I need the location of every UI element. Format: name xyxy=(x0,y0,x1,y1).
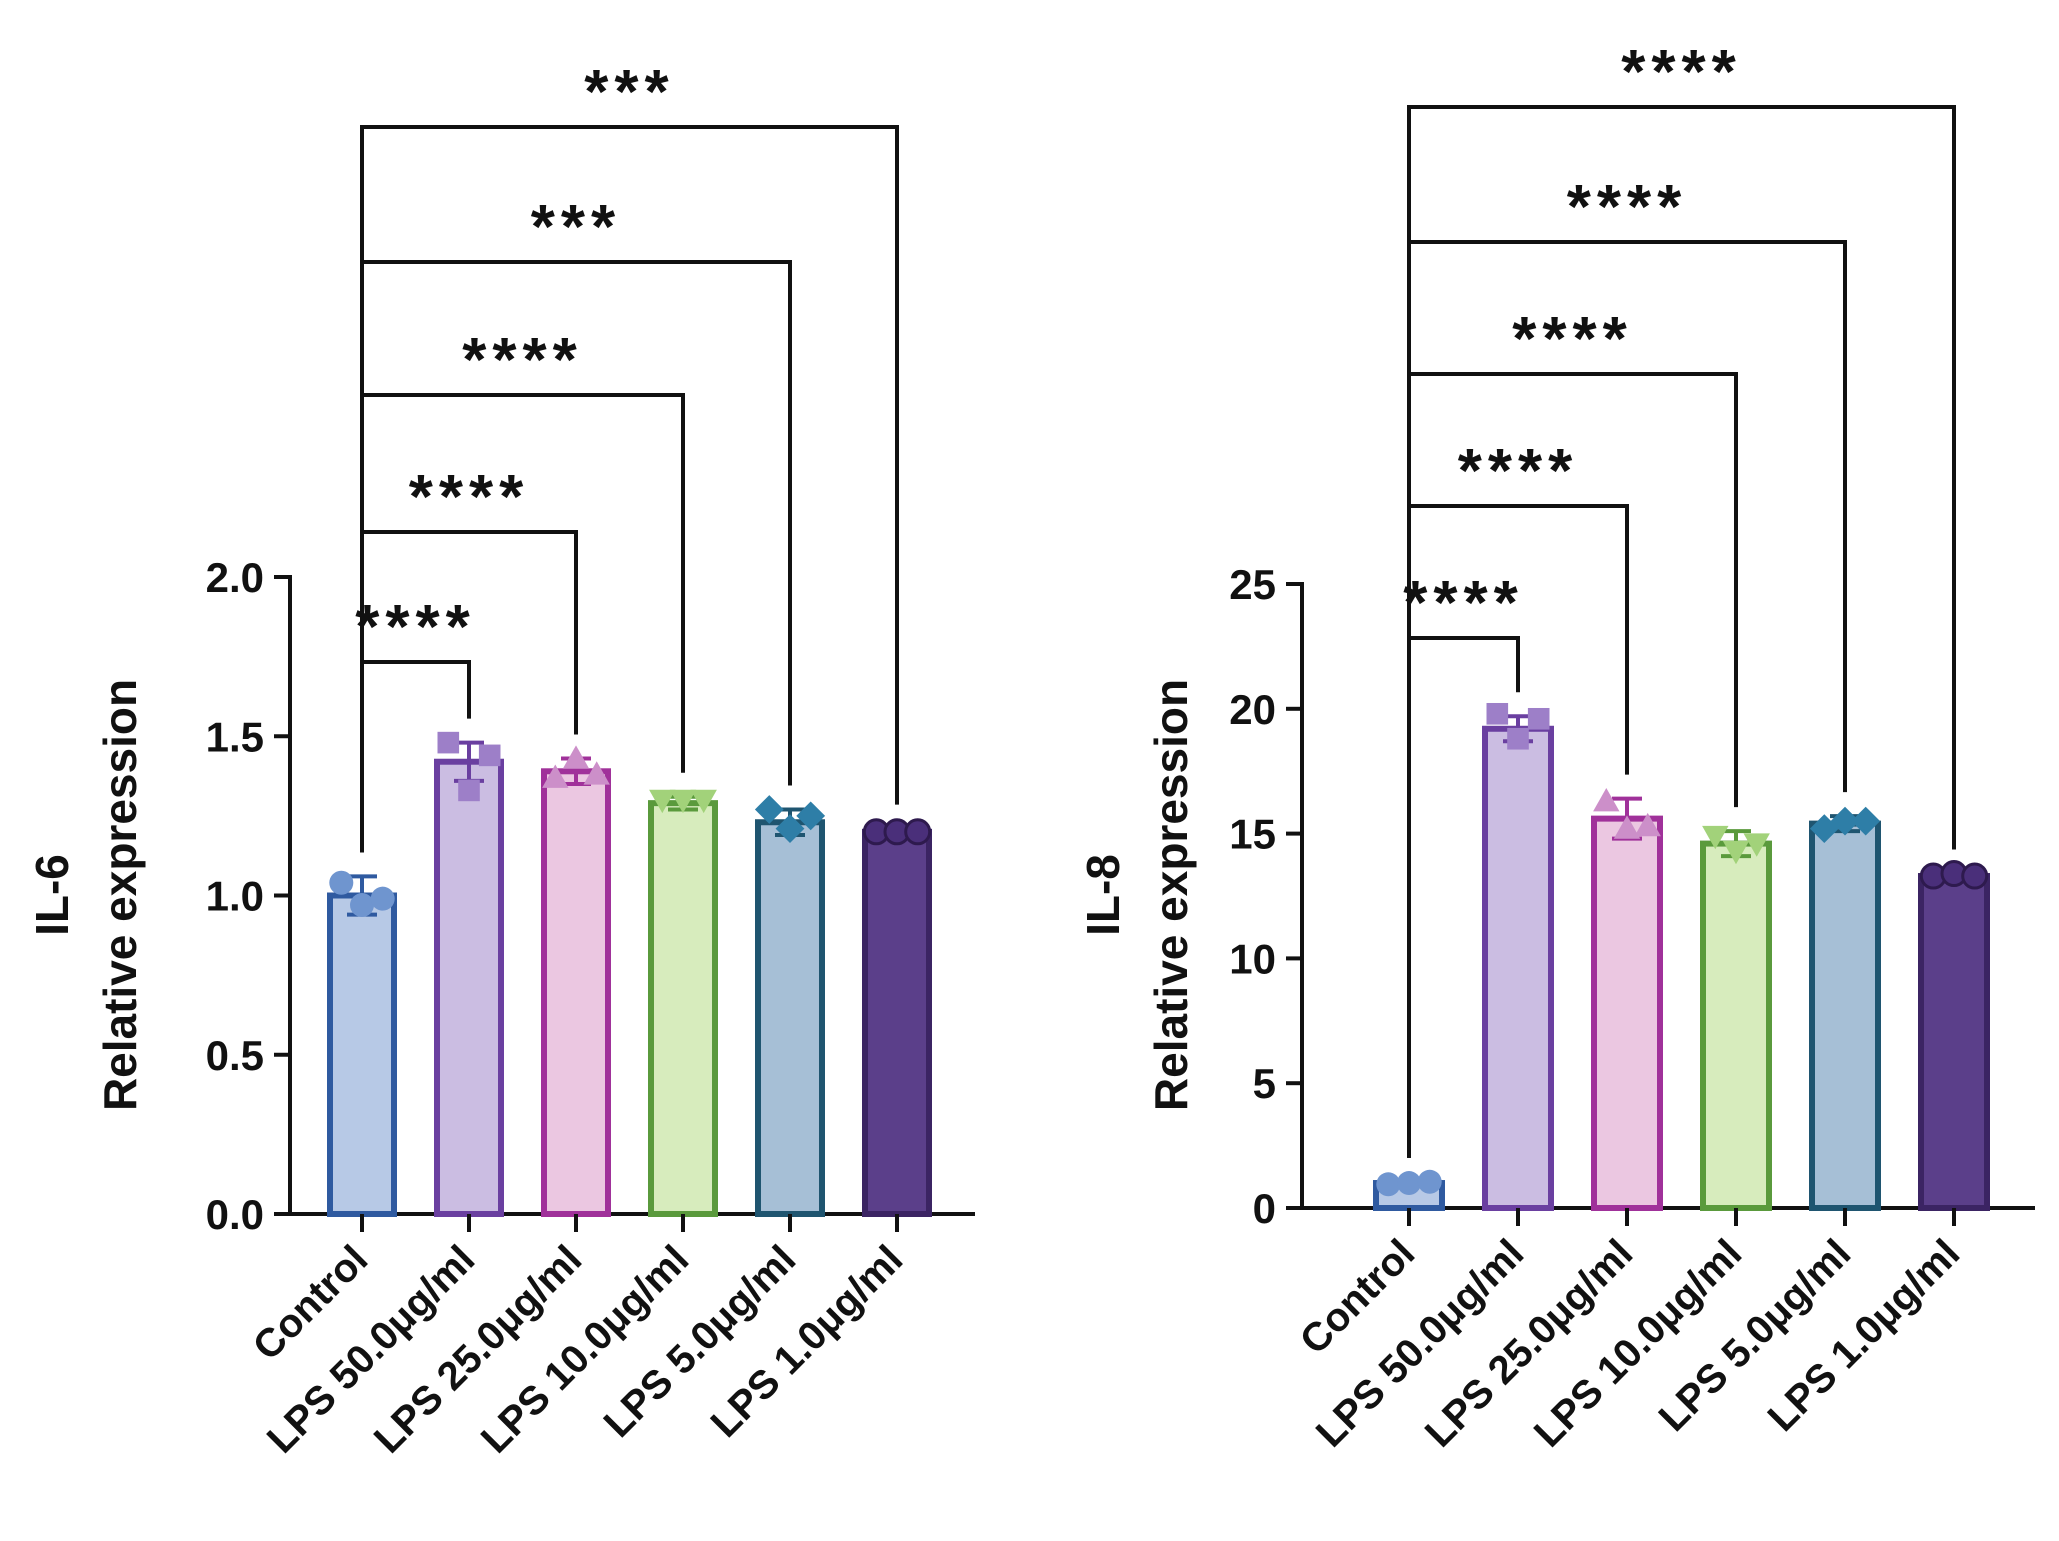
data-point xyxy=(350,893,374,918)
data-point xyxy=(775,814,805,844)
data-point xyxy=(583,761,610,785)
data-point xyxy=(478,744,501,767)
significance-label: **** xyxy=(1403,569,1524,638)
data-point xyxy=(1830,806,1860,836)
data-point xyxy=(1743,833,1770,857)
significance-label: **** xyxy=(462,326,583,395)
y-tick-label: 0.0 xyxy=(206,1191,264,1238)
data-point xyxy=(649,789,676,814)
significance-label: *** xyxy=(584,58,674,127)
data-point xyxy=(1507,727,1529,750)
data-point xyxy=(542,764,569,788)
y-tick-label: 0.5 xyxy=(206,1032,264,1079)
significance-label: **** xyxy=(1512,305,1633,374)
significance-label: **** xyxy=(409,463,530,532)
bar xyxy=(648,800,718,1217)
y-tick-label: 1.5 xyxy=(206,713,264,760)
y-axis-title: Relative expression xyxy=(94,679,146,1111)
data-point xyxy=(754,795,784,824)
bar xyxy=(1809,820,1881,1212)
data-point xyxy=(1702,825,1729,850)
data-point xyxy=(1722,840,1750,865)
y-tick-label: 15 xyxy=(1229,811,1276,858)
bar xyxy=(434,758,504,1217)
bar xyxy=(541,768,611,1217)
y-tick-label: 5 xyxy=(1253,1060,1276,1107)
data-point xyxy=(1961,862,1989,890)
significance-label: **** xyxy=(1458,437,1579,506)
data-point xyxy=(458,779,480,802)
y-tick-label: 20 xyxy=(1229,686,1276,733)
bar xyxy=(862,828,932,1217)
y-tick-label: 1.0 xyxy=(206,873,264,920)
y-tick-label: 25 xyxy=(1229,561,1276,608)
y-axis-title: IL-8 xyxy=(1077,854,1129,936)
y-axis-title: Relative expression xyxy=(1145,679,1197,1111)
bar xyxy=(1700,840,1772,1211)
data-point xyxy=(1613,815,1641,839)
data-point xyxy=(1376,1172,1401,1197)
data-point xyxy=(1593,787,1620,812)
bar xyxy=(1918,873,1990,1211)
data-point xyxy=(370,886,395,911)
data-point xyxy=(1634,812,1661,837)
significance-label: **** xyxy=(1567,173,1688,242)
data-point xyxy=(1397,1171,1421,1196)
significance-bracket xyxy=(360,125,899,853)
data-point xyxy=(437,731,460,754)
bar xyxy=(1591,815,1663,1212)
data-point xyxy=(562,745,590,769)
y-tick-label: 2.0 xyxy=(206,554,264,601)
data-point xyxy=(796,801,826,831)
y-tick-label: 10 xyxy=(1229,935,1276,982)
bar xyxy=(755,819,825,1217)
data-point xyxy=(904,818,932,846)
data-point xyxy=(1417,1169,1442,1194)
data-point xyxy=(1527,707,1550,730)
y-axis-title: IL-6 xyxy=(26,854,78,936)
y-tick-label: 0 xyxy=(1253,1185,1276,1232)
data-point xyxy=(690,789,717,814)
bar xyxy=(1482,725,1554,1211)
bar xyxy=(327,892,397,1217)
significance-label: *** xyxy=(531,193,621,262)
data-point xyxy=(1486,702,1509,725)
data-point xyxy=(329,870,354,895)
significance-label: **** xyxy=(355,593,476,662)
data-point xyxy=(669,789,697,814)
significance-bracket xyxy=(1407,105,1956,1158)
data-point xyxy=(1851,806,1881,836)
significance-label: **** xyxy=(1621,38,1742,107)
